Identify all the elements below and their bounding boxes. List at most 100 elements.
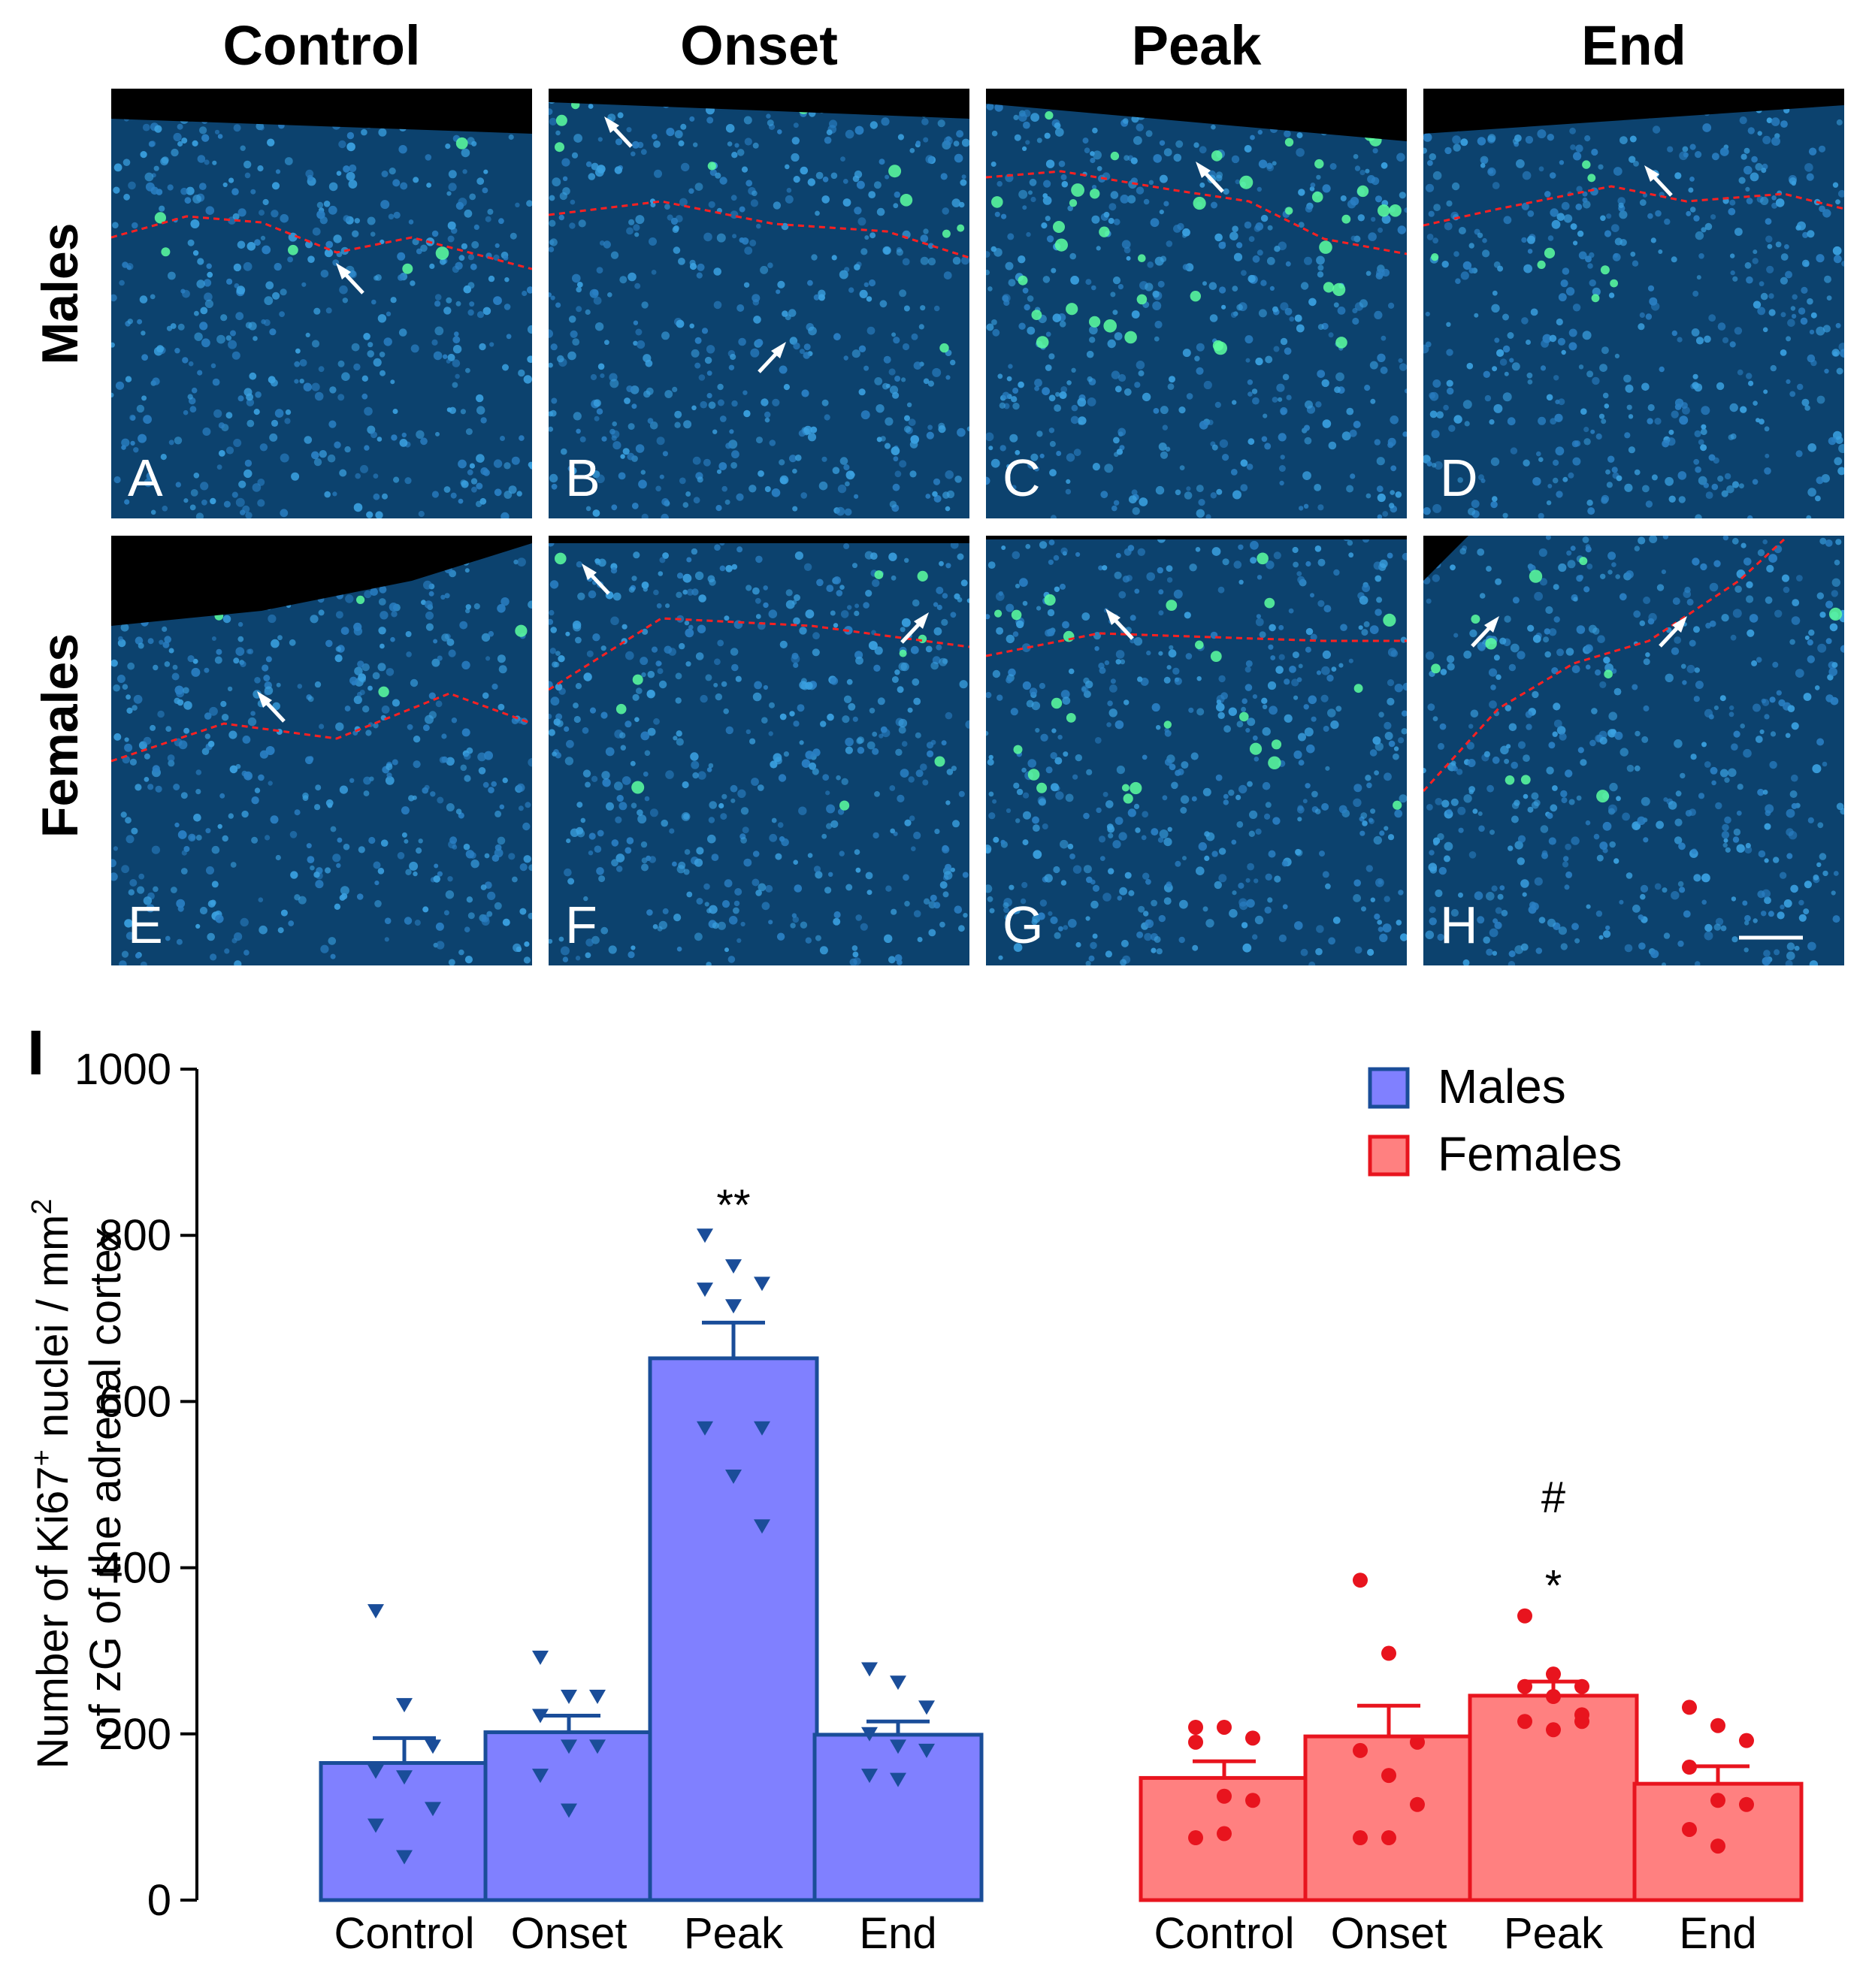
nucleus	[1066, 380, 1072, 385]
nucleus	[1247, 438, 1255, 446]
panel-letter: E	[128, 896, 163, 954]
nucleus	[481, 633, 491, 642]
nucleus	[1308, 961, 1316, 965]
nucleus	[888, 368, 896, 376]
nucleus	[1721, 614, 1729, 622]
nucleus	[401, 832, 407, 838]
nucleus	[876, 404, 885, 413]
nucleus	[1677, 881, 1684, 887]
nucleus	[305, 332, 310, 337]
nucleus	[277, 927, 284, 934]
nucleus	[920, 256, 929, 265]
nucleus	[558, 214, 564, 221]
nucleus	[1769, 696, 1776, 703]
y-tick-label: 200	[98, 1710, 171, 1759]
ki67-positive-cell	[1505, 775, 1515, 785]
nucleus	[743, 858, 752, 867]
ki67-positive-cell	[1099, 226, 1110, 237]
nucleus	[640, 657, 649, 666]
nucleus	[549, 219, 556, 227]
nucleus	[1128, 495, 1137, 504]
nucleus	[494, 243, 500, 248]
nucleus	[1039, 541, 1048, 549]
data-point	[1217, 1826, 1232, 1841]
data-point	[396, 1698, 413, 1713]
nucleus	[1056, 451, 1062, 456]
nucleus	[145, 182, 155, 192]
nucleus	[1492, 950, 1498, 956]
nucleus	[653, 589, 659, 596]
nucleus	[1565, 843, 1571, 850]
nucleus	[1231, 155, 1240, 164]
nucleus	[1746, 581, 1753, 588]
nucleus	[741, 166, 748, 173]
nucleus	[1556, 318, 1563, 326]
nucleus	[593, 296, 602, 305]
nucleus	[950, 612, 957, 618]
nucleus	[1118, 373, 1127, 382]
nucleus	[1252, 934, 1258, 940]
nucleus	[932, 491, 938, 497]
nucleus	[725, 565, 733, 573]
ki67-positive-cell	[1485, 638, 1497, 650]
nucleus	[1585, 664, 1591, 670]
nucleus	[1133, 803, 1140, 809]
nucleus	[133, 447, 139, 453]
nucleus	[1731, 896, 1737, 902]
nucleus	[1701, 424, 1707, 430]
nucleus	[860, 248, 868, 255]
nucleus	[195, 769, 202, 775]
nucleus	[1223, 799, 1229, 805]
nucleus	[1141, 835, 1147, 841]
nucleus	[684, 620, 690, 626]
nucleus	[1232, 286, 1238, 292]
nucleus	[1292, 651, 1299, 659]
nucleus	[1647, 418, 1653, 424]
nucleus	[755, 339, 764, 347]
nucleus	[212, 160, 217, 165]
nucleus	[1538, 457, 1544, 462]
nucleus	[923, 137, 929, 143]
nucleus	[1816, 476, 1824, 485]
nucleus	[1236, 721, 1244, 728]
nucleus	[1317, 264, 1324, 271]
nucleus	[962, 872, 969, 878]
data-point	[367, 1818, 384, 1833]
nucleus	[1460, 138, 1468, 147]
nucleus	[1208, 419, 1214, 425]
nucleus	[573, 412, 582, 421]
nucleus	[627, 452, 635, 461]
nucleus	[1241, 270, 1247, 276]
nucleus	[717, 399, 724, 406]
data-point	[1739, 1796, 1754, 1812]
nucleus	[966, 426, 969, 432]
nucleus	[555, 130, 561, 136]
nucleus	[1055, 791, 1064, 800]
nucleus	[1507, 417, 1516, 426]
nucleus	[265, 835, 271, 841]
nucleus	[942, 593, 948, 599]
nucleus	[1054, 404, 1061, 412]
nucleus	[250, 189, 256, 195]
nucleus	[1274, 246, 1281, 252]
nucleus	[1761, 911, 1767, 917]
nucleus	[986, 476, 990, 485]
nucleus	[1764, 896, 1771, 905]
nucleus	[791, 600, 797, 605]
nucleus	[1517, 835, 1526, 843]
ki67-positive-cell	[1071, 183, 1084, 197]
nucleus	[1090, 941, 1097, 950]
nucleus	[1007, 233, 1015, 240]
nucleus	[455, 301, 461, 307]
nucleus	[370, 588, 379, 596]
nucleus	[1828, 667, 1837, 676]
nucleus	[1450, 760, 1456, 766]
nucleus	[730, 784, 738, 793]
ki67-positive-cell	[900, 194, 913, 207]
nucleus	[194, 310, 199, 316]
nucleus	[1786, 336, 1792, 342]
nucleus	[1102, 565, 1108, 571]
nucleus	[1607, 729, 1616, 738]
nucleus	[431, 339, 438, 346]
nucleus	[891, 676, 899, 683]
